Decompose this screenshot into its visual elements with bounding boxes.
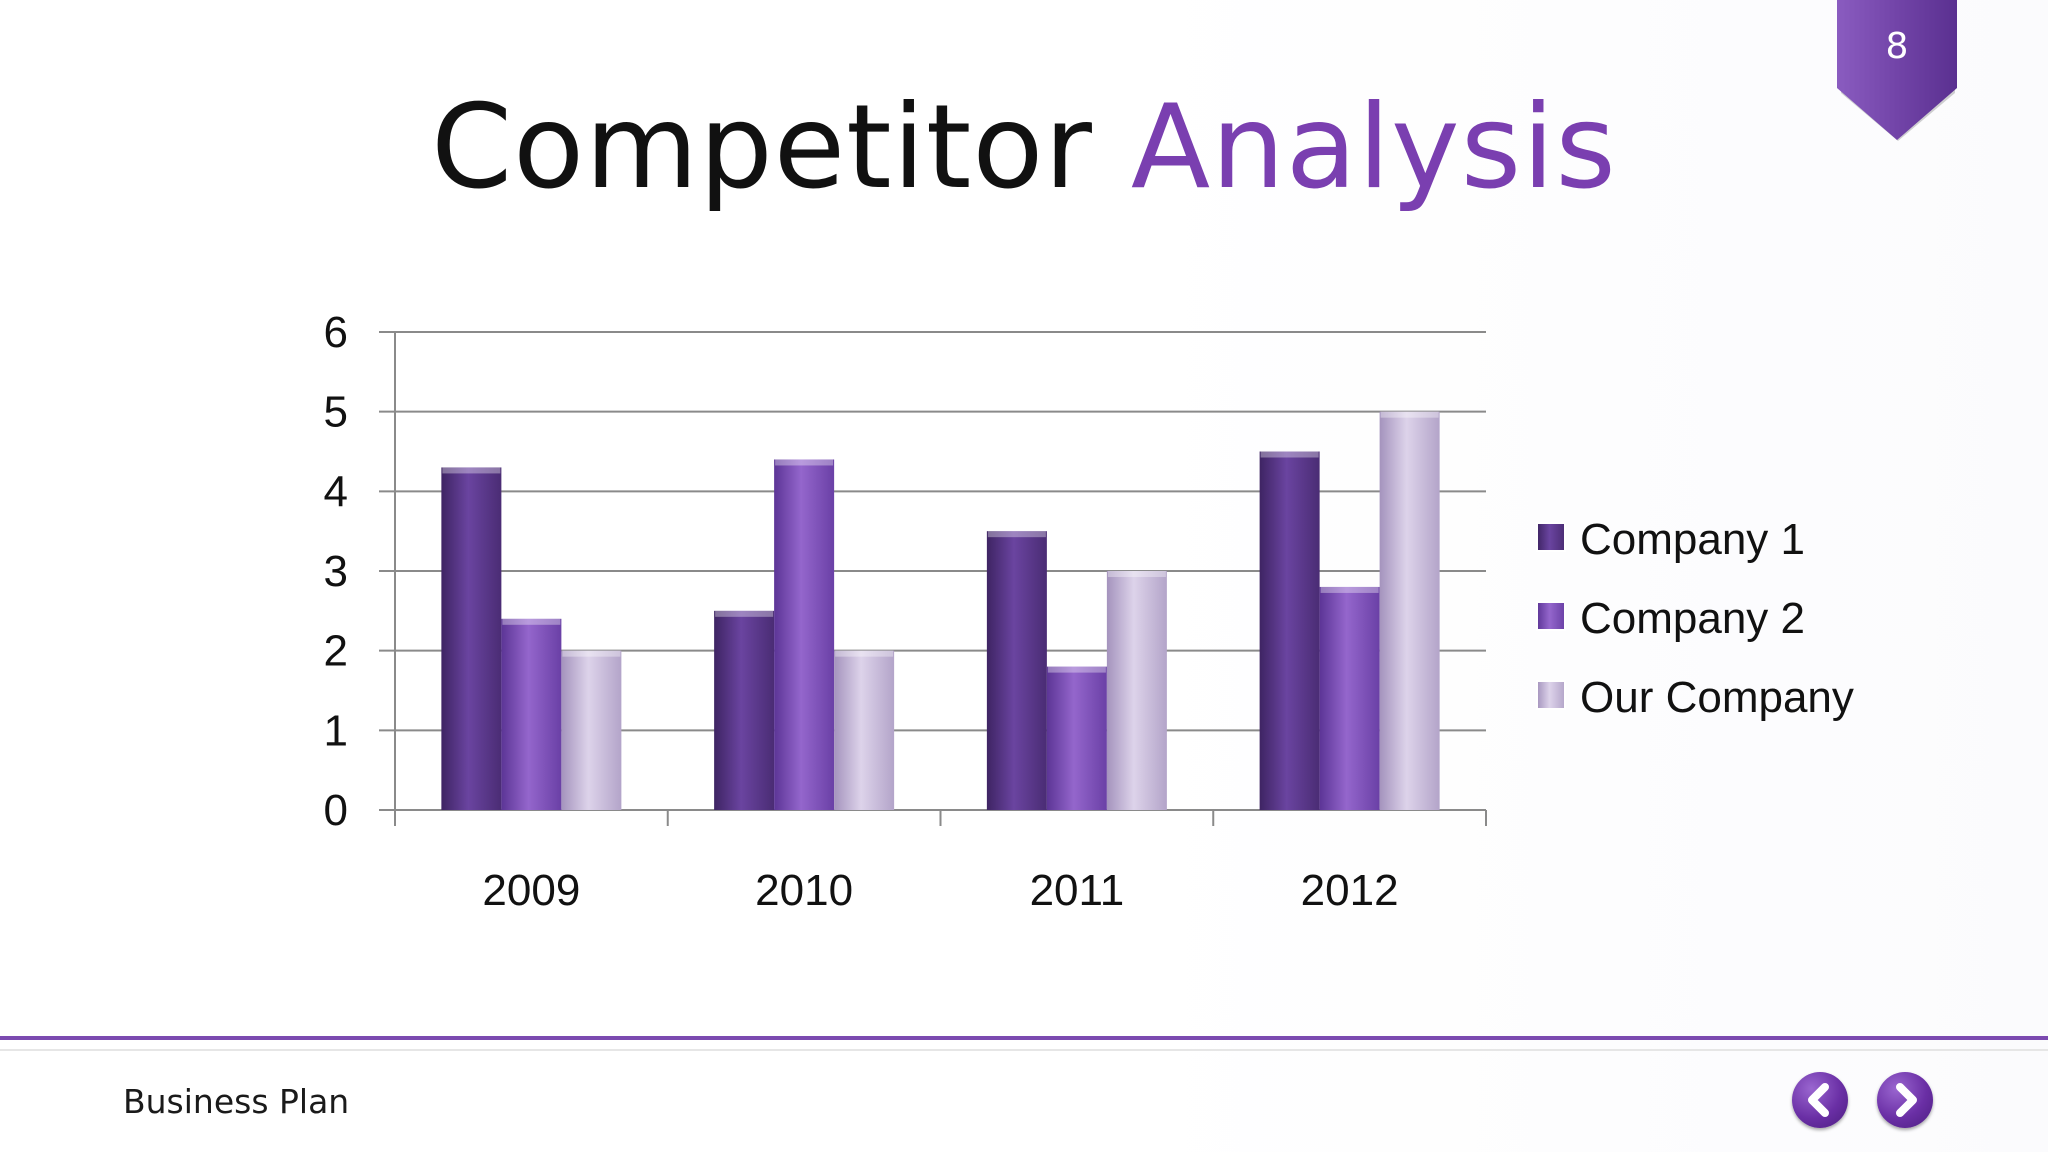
bar-top-highlight xyxy=(1380,411,1439,418)
bar-top-highlight xyxy=(1047,666,1106,673)
bar-top-highlight xyxy=(442,467,501,474)
y-tick-label: 4 xyxy=(324,467,348,516)
page-number: 8 xyxy=(1885,26,1909,67)
y-tick-label: 1 xyxy=(324,706,348,755)
bar-company-2 xyxy=(501,618,562,810)
bar-top-highlight xyxy=(1320,586,1379,593)
chevron-left-icon xyxy=(1808,1083,1829,1117)
bar-our-company xyxy=(834,650,895,810)
legend-label: Company 1 xyxy=(1580,515,1805,564)
y-tick-label: 0 xyxy=(324,786,348,835)
footer-label: Business Plan xyxy=(123,1082,350,1121)
bar-our-company xyxy=(561,650,622,810)
y-tick-label: 6 xyxy=(324,308,348,357)
page-number-tab xyxy=(1837,0,1957,141)
x-tick-label: 2012 xyxy=(1301,866,1399,915)
y-tick-label: 5 xyxy=(324,388,348,437)
legend-swatch xyxy=(1536,601,1566,631)
bar-company-1 xyxy=(441,467,502,810)
x-tick-label: 2011 xyxy=(1030,866,1125,915)
bar-top-highlight xyxy=(775,459,834,466)
bar-company-1 xyxy=(986,531,1047,810)
slide-title: Competitor Analysis xyxy=(0,78,2048,218)
bar-our-company xyxy=(1106,571,1167,810)
bar-top-highlight xyxy=(987,531,1046,538)
title-main: Competitor xyxy=(431,80,1093,215)
x-tick-label: 2009 xyxy=(482,866,580,915)
legend-swatch xyxy=(1536,522,1566,552)
bar-company-2 xyxy=(774,459,835,810)
bar-top-highlight xyxy=(1260,451,1319,458)
bar-top-highlight xyxy=(1107,571,1166,577)
footer-divider-thin xyxy=(0,1049,2048,1051)
bar-top-highlight xyxy=(715,610,774,617)
legend-label: Our Company xyxy=(1580,673,1854,722)
bar-top-highlight xyxy=(835,650,894,657)
bar-company-1 xyxy=(1259,451,1320,810)
title-accent: Analysis xyxy=(1130,80,1617,215)
bar-top-highlight xyxy=(502,618,561,625)
bar-company-1 xyxy=(714,610,775,810)
previous-slide-button[interactable] xyxy=(1792,1072,1848,1128)
y-tick-label: 2 xyxy=(324,627,348,676)
bar-top-highlight xyxy=(562,650,621,657)
y-tick-label: 3 xyxy=(324,547,348,596)
x-tick-label: 2010 xyxy=(755,866,853,915)
legend-label: Company 2 xyxy=(1580,594,1805,643)
chevron-right-icon xyxy=(1896,1083,1917,1117)
bar-company-2 xyxy=(1046,666,1107,810)
bar-company-2 xyxy=(1319,586,1380,810)
next-slide-button[interactable] xyxy=(1877,1072,1933,1128)
footer-divider xyxy=(0,1036,2048,1040)
legend-swatch xyxy=(1536,680,1566,710)
bar-our-company xyxy=(1379,411,1440,810)
